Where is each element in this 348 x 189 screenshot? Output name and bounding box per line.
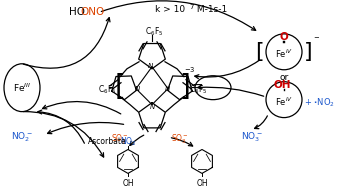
Text: $^{-3}$: $^{-3}$ [184,67,196,77]
Text: C$_6$F$_5$: C$_6$F$_5$ [98,83,116,96]
Text: ]: ] [180,73,190,101]
Text: SO$_3^-$: SO$_3^-$ [171,133,189,146]
Text: O: O [280,32,288,42]
Text: [: [ [255,42,263,62]
Text: ONO: ONO [81,7,105,17]
Ellipse shape [266,34,302,70]
Text: or: or [279,73,288,82]
Text: HO: HO [69,7,85,17]
Text: NO$_2^-$: NO$_2^-$ [11,131,33,144]
Text: NO$_2$: NO$_2$ [120,135,136,148]
Text: M-1s-1: M-1s-1 [194,5,227,15]
Text: + $\mathbf{\cdot}$NO$_2$: + $\mathbf{\cdot}$NO$_2$ [303,96,334,109]
Text: k > 10: k > 10 [155,5,185,15]
Text: C$_6$F$_5$: C$_6$F$_5$ [189,83,207,96]
Text: Ascorbate: Ascorbate [88,137,126,146]
Text: =: = [191,81,203,95]
Text: 7: 7 [189,4,193,10]
Text: SO$_3^-$: SO$_3^-$ [111,133,129,146]
Ellipse shape [266,82,302,118]
Text: C$_6$F$_5$: C$_6$F$_5$ [145,26,163,38]
Text: Fe$^{III}$: Fe$^{III}$ [13,81,31,94]
Text: OH: OH [196,179,208,188]
Text: OH: OH [273,80,291,90]
Text: N: N [164,86,169,92]
Text: N: N [147,63,153,69]
Text: OH: OH [122,179,134,188]
Ellipse shape [4,64,40,112]
Text: [: [ [114,73,125,101]
Text: NO$_3^-$: NO$_3^-$ [241,131,263,144]
Text: N: N [134,86,140,92]
Ellipse shape [195,76,231,100]
Text: Fe$^{IV}$: Fe$^{IV}$ [275,48,293,60]
Text: N: N [149,104,155,110]
Text: Fe$^{IV}$: Fe$^{IV}$ [275,95,293,108]
Text: ]: ] [304,42,312,62]
Text: $^-$: $^-$ [312,35,320,45]
